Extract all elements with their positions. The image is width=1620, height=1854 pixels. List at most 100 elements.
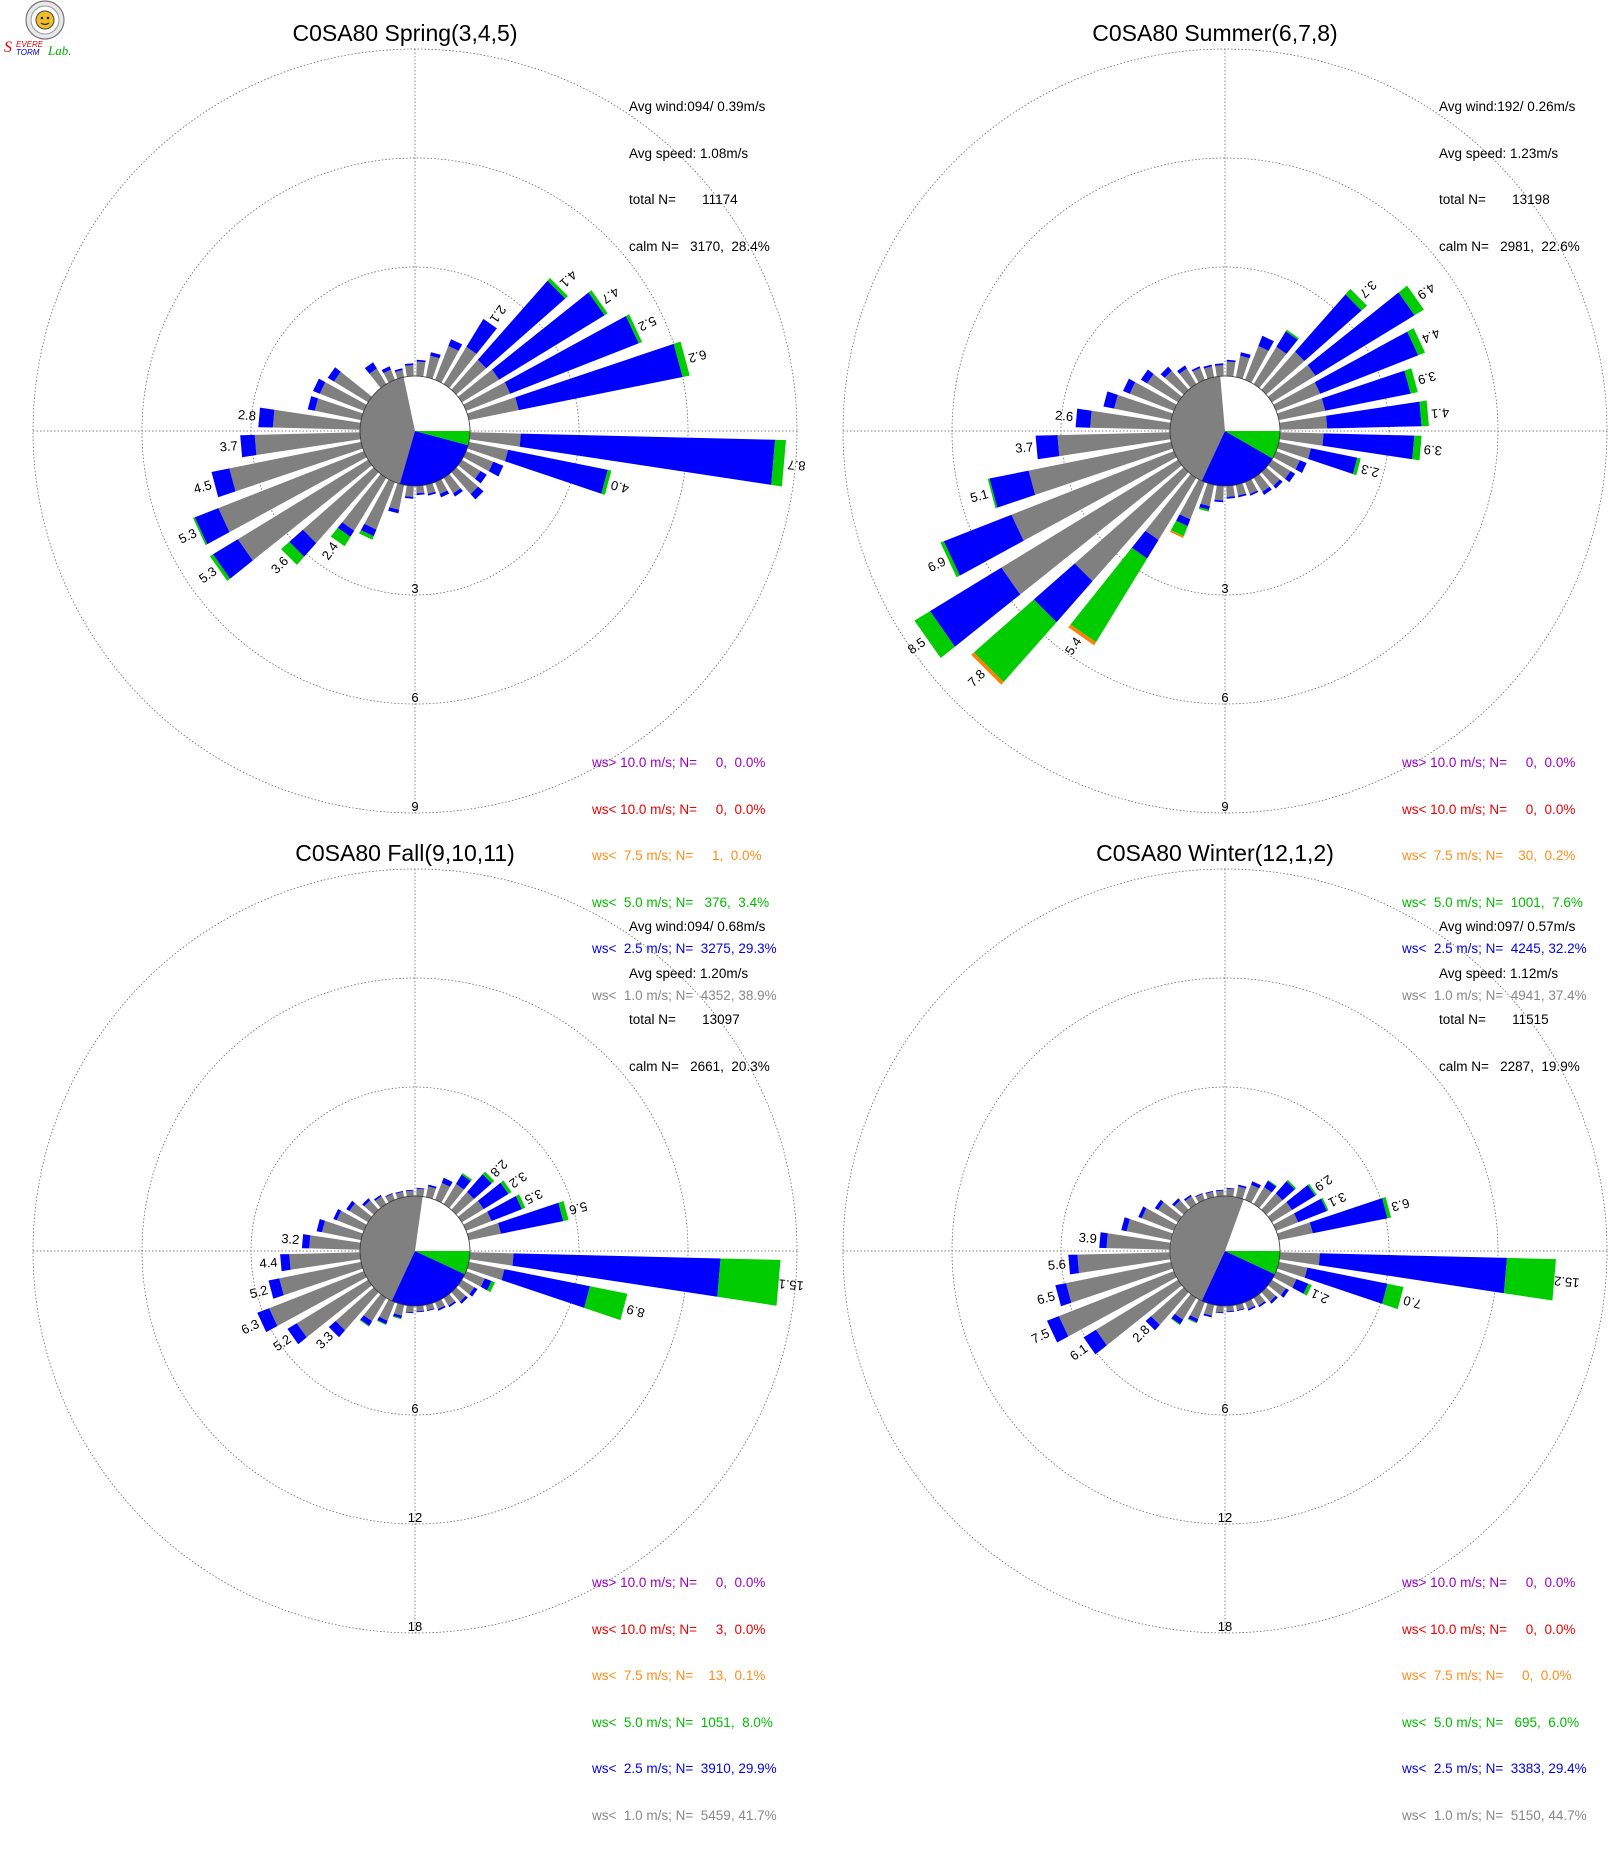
bar-segment-gray — [451, 359, 487, 395]
bar-segment-blue — [519, 433, 776, 485]
chart-title: C0SA80 Winter(12,1,2) — [1096, 840, 1334, 866]
bar-segment-gray — [463, 1211, 492, 1231]
grid-ring — [32, 868, 798, 1634]
bar-segment-gray — [443, 1183, 464, 1208]
bar-segment-green — [482, 1171, 495, 1184]
bar-segment-gray — [1261, 1287, 1276, 1302]
bar-segment-blue — [364, 362, 377, 374]
bar-segment-gray — [1106, 1233, 1171, 1250]
bar-segment-green — [209, 554, 230, 581]
bar-segment-blue — [498, 1202, 564, 1234]
legend-entry: ws< 10.0 m/s; N= 0, 0.0% — [1402, 1621, 1576, 1637]
bar-segment-green — [1187, 1318, 1197, 1324]
bar-segment-blue — [1214, 499, 1224, 503]
ring-label: 12 — [408, 1510, 422, 1525]
bar-segment-blue — [381, 366, 391, 374]
bar-segment-gray — [1090, 410, 1171, 430]
bar-segment-gray — [425, 1186, 436, 1199]
bar-segment-blue — [1226, 1187, 1235, 1190]
bar-segment-gray — [435, 346, 459, 383]
bar-segment-gray — [289, 1252, 361, 1270]
bar-segment-blue — [504, 316, 639, 394]
bar-segment-blue — [1247, 1305, 1256, 1311]
legend-entry: ws< 5.0 m/s; N= 1051, 8.0% — [592, 1714, 773, 1730]
grid-ring — [141, 977, 689, 1525]
bar-segment-gray — [458, 1279, 475, 1295]
bar-segment-blue — [1188, 1315, 1199, 1323]
legend-entry: ws< 7.5 m/s; N= 13, 0.1% — [592, 1668, 766, 1683]
bar-segment-blue — [448, 339, 463, 351]
bar-segment-gray — [336, 1210, 367, 1231]
bar-segment-blue — [394, 368, 403, 372]
bar-value-label: 3.1 — [1326, 1189, 1349, 1210]
wind-rose-figure: 3 6 9 8.7 4.0 6.2 5.2 4.7 4.1 2.1 2.8 3.7 4.5 5.3 5.3 3… — [4, 0, 1608, 1823]
bar-segment-gray — [405, 365, 414, 377]
bar-segment-blue — [477, 1182, 509, 1210]
bar-segment-gray — [1200, 483, 1215, 507]
legend-entry: ws< 10.0 m/s; N= 3, 0.0% — [592, 1621, 766, 1637]
svg-text:Lab.: Lab. — [47, 43, 71, 58]
bar-segment-gray — [443, 474, 461, 494]
bar-segment-blue — [1177, 365, 1187, 374]
bar-value-label: 2.4 — [319, 539, 342, 562]
calm-slice-green — [1225, 431, 1280, 459]
bar-segment-blue — [1075, 408, 1092, 428]
bar-segment-green — [1382, 1283, 1404, 1310]
bar-segment-blue — [268, 1278, 284, 1299]
bar-segment-gray — [1028, 441, 1173, 495]
bar-segment-gray — [416, 1188, 425, 1197]
bar-segment-blue — [240, 434, 257, 458]
stat-avg-wind: Avg wind:097/ 0.57m/s — [1439, 919, 1576, 934]
calm-slice-green — [415, 431, 470, 446]
bar-segment-blue — [1199, 503, 1210, 510]
bar-segment-green — [940, 541, 960, 578]
bar-segment-blue — [1131, 530, 1159, 559]
legend-entry: ws< 10.0 m/s; N= 0, 0.0% — [1402, 801, 1576, 817]
bar-value-label: 5.2 — [248, 1282, 269, 1301]
calm-outline — [1169, 1195, 1281, 1307]
bar-segment-green — [359, 530, 374, 540]
bar-value-label: 2.8 — [487, 1157, 510, 1180]
legend-entry: ws< 2.5 m/s; N= 4245, 32.2% — [1402, 941, 1587, 956]
bar-segment-blue — [480, 1278, 492, 1291]
ring-label: 12 — [1218, 1510, 1232, 1525]
bar-segment-blue — [416, 1310, 425, 1313]
bar-segment-green — [987, 478, 998, 509]
bar-segment-blue — [194, 508, 230, 545]
bar-segment-blue — [1309, 1198, 1388, 1234]
bar-value-label: 4.9 — [1415, 280, 1438, 303]
bar-segment-green — [487, 1281, 495, 1293]
bar-segment-blue — [475, 471, 487, 484]
bar-segment-gray — [1279, 1252, 1320, 1266]
calm-slice-blue — [1201, 1251, 1275, 1306]
bar-value-label: 4.0 — [609, 477, 630, 496]
bar-segment-green — [1419, 400, 1429, 427]
bar-segment-blue — [1226, 1310, 1235, 1313]
bar-segment-blue — [1273, 479, 1283, 489]
bar-segment-gray — [229, 441, 363, 492]
bar-segment-blue — [1295, 294, 1362, 361]
bar-segment-gray — [1164, 370, 1189, 395]
bar-segment-blue — [373, 1194, 382, 1201]
bar-segment-gray — [1190, 1299, 1205, 1320]
stats-block: Avg wind:192/ 0.26m/s Avg speed: 1.23m/s… — [1439, 68, 1580, 285]
legend-entry: ws> 10.0 m/s; N= 0, 0.0% — [1402, 1575, 1576, 1590]
bar-segment-gray — [451, 1192, 474, 1215]
bar-segment-gray — [1277, 1222, 1313, 1241]
bar-segment-gray — [254, 432, 361, 455]
calm-outline — [359, 1195, 471, 1307]
bar-segment-blue — [487, 1196, 522, 1221]
chart-title: C0SA80 Fall(9,10,11) — [295, 840, 515, 866]
bar-segment-blue — [470, 486, 484, 500]
bar-segment-blue — [1264, 1180, 1277, 1193]
svg-text:TORM: TORM — [16, 48, 40, 57]
bar-segment-gray — [1145, 474, 1197, 540]
bar-segment-green — [461, 1173, 472, 1181]
bar-value-label: 3.9 — [1423, 442, 1442, 459]
bar-segment-green — [914, 611, 955, 658]
legend-entry: ws< 5.0 m/s; N= 376, 3.4% — [592, 894, 770, 910]
bar-segment-blue — [416, 1187, 425, 1190]
bar-segment-green — [1404, 368, 1418, 394]
bar-segment-blue — [1321, 370, 1411, 411]
bar-segment-blue — [453, 488, 463, 497]
